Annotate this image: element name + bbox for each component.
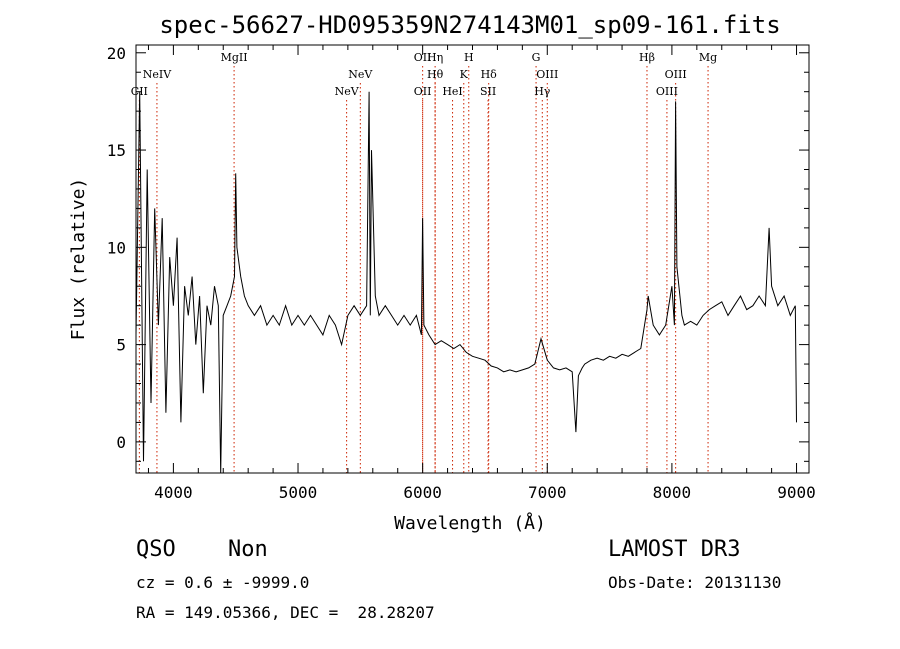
- x-tick-label: 9000: [777, 483, 816, 502]
- emission-line-label: Hδ: [481, 68, 498, 81]
- y-axis: 0 5 10 15 20: [107, 44, 809, 462]
- y-tick-label: 0: [116, 433, 126, 452]
- emission-line-labels: CIINeIVMgIINeVNeVOIIOIIHηHθHeIKHHδSIIGOI…: [131, 51, 717, 98]
- emission-line-label: OIII: [665, 68, 687, 81]
- object-class: QSO: [136, 537, 176, 562]
- chart-title: spec-56627-HD095359N274143M01_sp09-161.f…: [159, 11, 780, 39]
- emission-line-label: NeIV: [143, 68, 172, 81]
- emission-line-label: OIII: [656, 85, 678, 98]
- emission-line-label: MgII: [221, 51, 248, 64]
- y-axis-label: Flux (relative): [68, 178, 89, 341]
- emission-line-label: HeI: [442, 85, 462, 98]
- emission-line-label: NeV: [348, 68, 373, 81]
- survey-name: LAMOST DR3: [608, 537, 741, 562]
- x-axis: 4000 5000 6000 7000 8000 9000: [147, 45, 816, 502]
- x-tick-label: 5000: [279, 483, 318, 502]
- emission-line-label: OIII: [536, 68, 558, 81]
- emission-line-label: Hγ: [534, 85, 551, 98]
- x-tick-label: 8000: [653, 483, 692, 502]
- emission-line-label: Hη: [427, 51, 443, 64]
- emission-line-label: OII: [414, 51, 432, 64]
- coordinates: RA = 149.05366, DEC = 28.28207: [136, 603, 435, 622]
- object-subclass: Non: [228, 537, 268, 562]
- emission-line-label: OII: [414, 85, 432, 98]
- redshift-line: cz = 0.6 ± -9999.0: [136, 573, 310, 592]
- emission-line-label: K: [460, 68, 469, 81]
- y-tick-label: 10: [107, 238, 126, 257]
- y-tick-label: 15: [107, 141, 126, 160]
- x-tick-label: 6000: [403, 483, 442, 502]
- spectrum-line: [135, 91, 797, 474]
- emission-line-label: Hθ: [427, 68, 444, 81]
- emission-line-label: NeV: [335, 85, 360, 98]
- y-tick-label: 5: [116, 336, 126, 355]
- emission-line-label: Hβ: [639, 51, 655, 64]
- y-tick-label: 20: [107, 44, 126, 63]
- emission-line-label: G: [532, 51, 541, 64]
- x-tick-label: 7000: [528, 483, 567, 502]
- emission-line-label: H: [464, 51, 474, 64]
- x-tick-label: 4000: [154, 483, 193, 502]
- obs-date: Obs-Date: 20131130: [608, 573, 782, 592]
- emission-line-label: SII: [480, 85, 496, 98]
- x-axis-label: Wavelength (Å): [394, 512, 546, 534]
- emission-line-label: Mg: [699, 51, 717, 64]
